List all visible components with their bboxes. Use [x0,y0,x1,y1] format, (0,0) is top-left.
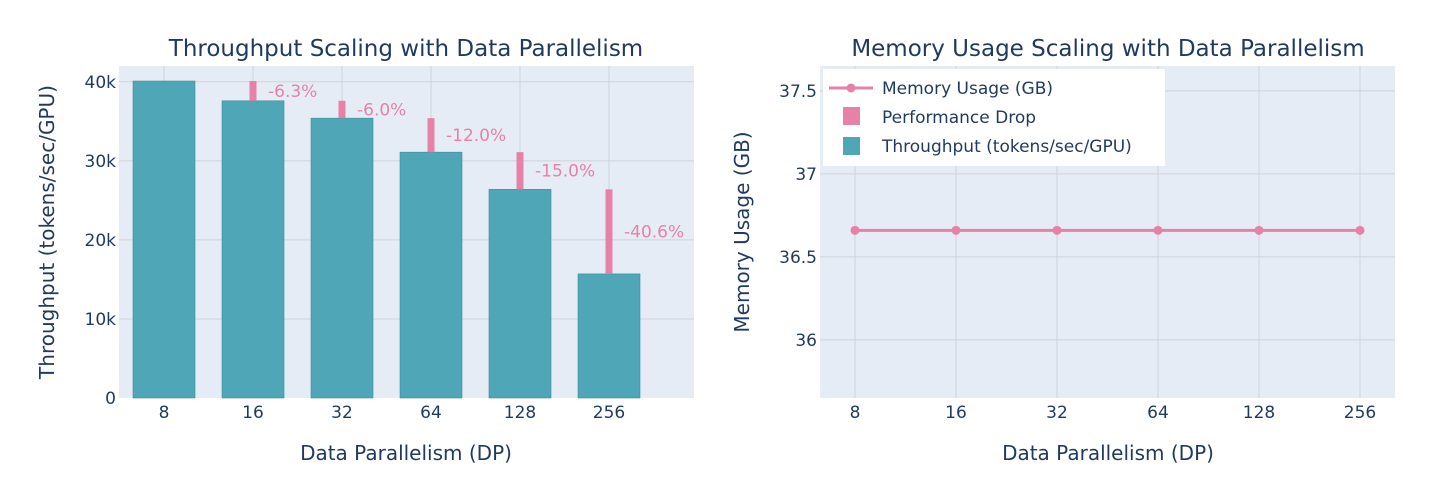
throughput-bar [399,151,463,399]
y-tick-label: 37 [795,165,817,185]
performance-drop-marks: -6.3% -6.0% -12.0% -15.0% -40.6% [249,81,684,274]
memory-series [850,225,1365,235]
memory-y-axis-title: Memory Usage (GB) [730,131,754,332]
memory-chart: 36 36.5 37 37.5 8 16 32 64 128 256 Memory Usage … [730,36,1395,465]
x-tick-label: 32 [331,403,353,423]
throughput-bar [488,189,552,399]
memory-usage-point [1254,225,1264,235]
x-tick-label: 16 [945,403,967,423]
throughput-bar [221,100,285,399]
throughput-bar [577,273,641,399]
memory-usage-point [850,225,860,235]
y-tick-label: 30k [85,152,117,172]
y-tick-label: 20k [85,231,117,251]
x-tick-label: 8 [159,403,170,423]
throughput-bar [310,117,374,399]
throughput-bars [132,80,641,399]
x-tick-label: 64 [420,403,442,423]
throughput-chart-title: Throughput Scaling with Data Parallelism [168,36,643,62]
y-tick-label: 40k [85,73,117,93]
y-tick-label: 0 [105,389,116,409]
x-tick-label: 128 [504,403,536,423]
performance-drop-bar [338,100,346,119]
memory-x-axis-title: Data Parallelism (DP) [1002,441,1214,465]
legend: Memory Usage (GB) Performance Drop Throu… [823,69,1165,166]
legend-item-throughput[interactable]: Throughput (tokens/sec/GPU) [843,137,1132,157]
x-tick-label: 64 [1147,403,1169,423]
performance-drop-bar [605,189,613,274]
legend-drop-swatch [843,107,860,125]
performance-drop-bar [427,118,435,153]
performance-drop-bar [249,81,257,101]
y-tick-label: 36.5 [779,248,817,268]
x-tick-label: 32 [1046,403,1068,423]
memory-y-ticks: 36 36.5 37 37.5 [779,82,817,351]
legend-marker-swatch [846,83,856,93]
x-tick-label: 256 [593,403,625,423]
legend-box [823,69,1165,166]
legend-item-performance-drop[interactable]: Performance Drop [843,107,1036,128]
x-tick-label: 16 [242,403,264,423]
memory-usage-point [951,225,961,235]
y-tick-label: 37.5 [779,82,817,102]
legend-label: Throughput (tokens/sec/GPU) [881,137,1132,157]
x-tick-label: 256 [1344,403,1376,423]
memory-usage-point [1052,225,1062,235]
throughput-y-axis-title: Throughput (tokens/sec/GPU) [35,85,59,380]
throughput-y-ticks: 0 10k 20k 30k 40k [85,73,117,409]
throughput-bar [132,80,196,399]
legend-item-memory[interactable]: Memory Usage (GB) [829,79,1053,99]
y-tick-label: 36 [795,331,817,351]
throughput-x-ticks: 8 16 32 64 128 256 [159,403,626,423]
performance-drop-label: -12.0% [446,126,506,146]
performance-drop-label: -6.3% [268,82,317,102]
performance-drop-label: -40.6% [624,223,684,243]
throughput-chart: -6.3% -6.0% -12.0% -15.0% -40.6% 0 10k 20k 30k 4… [35,36,694,465]
y-tick-label: 10k [85,310,117,330]
performance-drop-bar [516,152,524,190]
memory-usage-point [1355,225,1365,235]
x-tick-label: 128 [1243,403,1275,423]
performance-drop-label: -6.0% [357,100,406,120]
legend-bar-swatch [843,137,860,155]
legend-label: Memory Usage (GB) [882,79,1053,99]
memory-chart-title: Memory Usage Scaling with Data Paralleli… [851,36,1364,62]
legend-label: Performance Drop [882,108,1036,128]
memory-usage-point [1153,225,1163,235]
throughput-x-axis-title: Data Parallelism (DP) [300,441,512,465]
performance-drop-label: -15.0% [535,162,595,182]
memory-x-ticks: 8 16 32 64 128 256 [850,403,1377,423]
x-tick-label: 8 [850,403,861,423]
